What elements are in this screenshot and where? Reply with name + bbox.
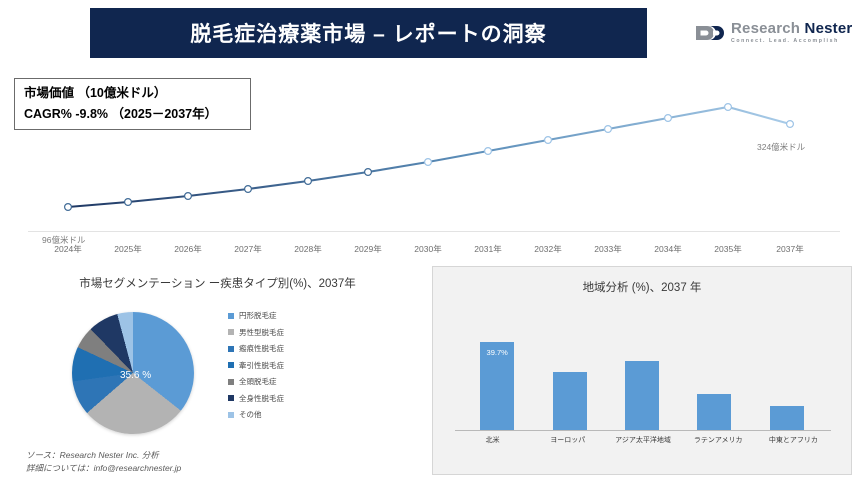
year-tick-label: 2031年 <box>474 244 502 254</box>
line-end-value-label: 324億米ドル <box>757 142 806 152</box>
year-tick-label: 2026年 <box>174 244 202 254</box>
regional-analysis-panel: 地域分析 (%)、2037 年 39.7% 北米 ヨーロッパ アジア太平洋地域 ラテン… <box>432 266 852 475</box>
pie-legend-label: 円形脱毛症 <box>239 311 277 320</box>
line-point-marker <box>63 203 72 212</box>
line-point-marker <box>785 119 794 128</box>
page-title: 脱毛症治療薬市場 – レポートの洞察 <box>190 23 547 46</box>
pie-legend-label: 全頭脱毛症 <box>239 377 277 386</box>
year-tick-label: 2034年 <box>654 244 682 254</box>
year-tick-label: 2025年 <box>114 244 142 254</box>
footer-source: ソース：Research Nester Inc. 分析 詳細については：info… <box>26 449 426 475</box>
pie-chart <box>72 312 194 434</box>
pie-legend: 円形脱毛症男性型脱毛症 瘢痕性脱毛症 牽引性脱毛症 全頭脱毛症全身性脱毛症 その他 <box>228 310 348 420</box>
year-tick-label: 2024年 <box>54 244 82 254</box>
logo-link-icon <box>694 22 724 44</box>
market-value-line: 市場価値 （10億米ドル） <box>24 86 167 101</box>
line-point-marker <box>543 135 552 144</box>
bar-column: 39.7% <box>467 342 527 430</box>
pie-legend-label: 牽引性脱毛症 <box>239 360 284 370</box>
line-chart-year-labels: 2024年 2025年 2026年 2027年 2028年 2029年 2030年 2031年… <box>0 243 862 261</box>
pie-legend-item: 男性型脱毛症 <box>228 327 348 338</box>
line-point-marker <box>663 113 672 122</box>
pie-legend-item: 円形脱毛症 <box>228 310 348 321</box>
logo-name-research: Research <box>731 20 801 38</box>
line-point-marker <box>304 176 313 185</box>
bar-column <box>612 361 672 430</box>
bar: 39.7% <box>480 342 515 430</box>
bar-column <box>757 406 817 430</box>
market-value-box: 市場価値 （10億米ドル） CAGR% -9.8% （2025－2037年） <box>14 78 251 130</box>
line-point-marker <box>123 198 132 207</box>
year-tick-label: 2037年 <box>776 244 804 254</box>
legend-swatch-icon <box>228 411 234 418</box>
line-point-marker <box>424 157 433 166</box>
pie-legend-item: 全身性脱毛症 <box>228 393 348 404</box>
regional-analysis-title: 地域分析 (%)、2037 年 <box>582 282 702 294</box>
year-tick-label: 2028年 <box>294 244 322 254</box>
line-chart-svg <box>63 102 794 212</box>
line-start-value-label: 96億米ドル <box>42 235 86 245</box>
logo-tagline: Connect. Lead. Accomplish <box>731 38 839 45</box>
bar-column <box>684 394 744 430</box>
line-point-marker <box>484 146 493 155</box>
pie-chart-area: 35.6 % 円形脱毛症男性型脱毛症 瘢痕性脱毛症 牽引性脱毛症 全頭脱毛症全身性脱毛… <box>10 310 425 450</box>
header-banner: 脱毛症治療薬市場 – レポートの洞察 <box>90 8 647 58</box>
region-tick-label: アジア太平洋地域 <box>615 437 671 444</box>
year-tick-label: 2035年 <box>714 244 742 254</box>
cagr-line: CAGR% -9.8% （2025－2037年） <box>24 107 218 121</box>
bar <box>624 361 659 430</box>
line-point-marker <box>364 167 373 176</box>
bar <box>769 406 804 430</box>
line-point-marker <box>723 102 732 111</box>
region-tick-label: 北米 <box>485 437 500 444</box>
segmentation-panel: 市場セグメンテーション ー疾患タイプ別(%)、2037年 35.6 % 円形脱毛… <box>10 266 425 475</box>
legend-swatch-icon <box>228 378 234 385</box>
year-tick-label: 2027年 <box>234 244 262 254</box>
legend-swatch-icon <box>228 362 234 368</box>
year-tick-label: 2029年 <box>354 244 382 254</box>
bar <box>697 394 732 430</box>
pie-legend-item: 瘢痕性脱毛症 <box>228 343 348 354</box>
pie-legend-label: 全身性脱毛症 <box>239 393 284 403</box>
bar-chart-x-axis <box>455 430 831 431</box>
research-nester-logo: Research Nester Connect. Lead. Accomplis… <box>694 16 854 50</box>
bar-data-label: 39.7% <box>486 348 508 357</box>
logo-name-nester: Nester <box>804 20 853 38</box>
pie-data-label: 35.6 % <box>120 370 152 381</box>
bar-column <box>540 372 600 430</box>
segmentation-title: 市場セグメンテーション ー疾患タイプ別(%)、2037年 <box>79 278 356 290</box>
bar-chart-area: 39.7% <box>433 315 851 430</box>
pie-legend-item: 全頭脱毛症 <box>228 376 348 387</box>
pie-legend-label: 瘢痕性脱毛症 <box>239 344 284 353</box>
line-chart-x-axis <box>28 231 840 232</box>
bar-columns: 39.7% <box>461 322 823 430</box>
legend-swatch-icon <box>228 312 234 319</box>
bar <box>552 372 587 430</box>
pie-legend-item: 牽引性脱毛症 <box>228 360 348 371</box>
line-point-marker <box>603 124 612 133</box>
pie-legend-label: その他 <box>239 410 262 419</box>
region-tick-label: ヨーロッパ <box>550 437 586 444</box>
region-tick-label: ラテンアメリカ <box>693 437 743 444</box>
source-line: ソース：Research Nester Inc. 分析 <box>26 450 159 460</box>
legend-swatch-icon <box>228 345 234 352</box>
market-growth-line-chart: 96億米ドル 324億米ドル <box>0 62 862 257</box>
bar-chart-region-labels: 北米 ヨーロッパ アジア太平洋地域 ラテンアメリカ 中東とアフリカ <box>455 435 831 445</box>
legend-swatch-icon <box>228 329 234 335</box>
pie-legend-item: その他 <box>228 409 348 420</box>
legend-swatch-icon <box>228 395 234 401</box>
contact-line: 詳細については：info@researchnester.jp <box>26 463 182 474</box>
year-tick-label: 2033年 <box>594 244 622 254</box>
line-point-marker <box>184 192 193 201</box>
line-point-marker <box>244 184 253 193</box>
year-tick-label: 2030年 <box>414 244 442 254</box>
pie-legend-label: 男性型脱毛症 <box>239 327 284 337</box>
region-tick-label: 中東とアフリカ <box>768 437 818 444</box>
year-tick-label: 2032年 <box>534 244 562 254</box>
